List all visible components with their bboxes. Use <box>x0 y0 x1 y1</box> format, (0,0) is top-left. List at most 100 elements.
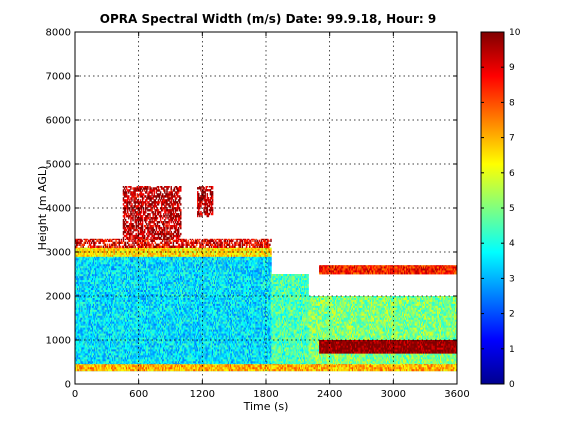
heatmap-cell <box>90 311 93 314</box>
heatmap-cell <box>81 358 83 362</box>
heatmap-cell <box>85 341 88 344</box>
heatmap-cell <box>75 311 77 314</box>
heatmap-cell <box>81 263 83 267</box>
heatmap-cell <box>98 301 100 304</box>
heatmap-cell <box>97 305 99 308</box>
heatmap-cell <box>100 313 102 316</box>
heatmap-cell <box>83 354 85 358</box>
heatmap-cell <box>96 259 98 263</box>
heatmap-cell <box>98 343 100 346</box>
heatmap-cell <box>103 303 106 306</box>
heatmap-cell <box>99 321 101 324</box>
heatmap-cell <box>90 295 93 298</box>
heatmap-cell <box>95 360 97 364</box>
heatmap-cell <box>86 297 89 300</box>
heatmap-cell <box>86 341 89 344</box>
heatmap-cell <box>91 354 94 358</box>
heatmap-cell <box>95 362 97 366</box>
heatmap-cell <box>104 303 107 306</box>
heatmap-cell <box>84 259 87 263</box>
heatmap-cell <box>86 323 89 326</box>
heatmap-cell <box>102 352 105 356</box>
heatmap-cell <box>103 337 106 340</box>
heatmap-cell <box>88 335 91 338</box>
heatmap-cell <box>86 259 89 263</box>
heatmap-cell <box>95 305 97 308</box>
heatmap-cell <box>82 343 84 346</box>
heatmap-cell <box>99 351 101 354</box>
heatmap-cell <box>97 327 99 330</box>
heatmap-cell <box>82 339 84 342</box>
heatmap-cell <box>79 331 81 334</box>
heatmap-cell <box>104 273 107 277</box>
heatmap-cell <box>82 269 84 273</box>
heatmap-cell <box>76 317 78 320</box>
heatmap-cell <box>89 335 92 338</box>
heatmap-cell <box>77 345 79 348</box>
heatmap-cell <box>87 293 90 296</box>
heatmap-cell <box>95 257 97 261</box>
heatmap-cell <box>95 317 97 320</box>
heatmap-cell <box>89 273 92 277</box>
heatmap-cell <box>79 354 81 358</box>
heatmap-cell <box>91 362 94 366</box>
heatmap-cell <box>77 257 79 261</box>
heatmap-cell <box>98 360 100 364</box>
heatmap-cell <box>86 339 89 342</box>
heatmap-cell <box>93 289 95 292</box>
heatmap-cell <box>101 311 103 314</box>
heatmap-cell <box>83 293 85 296</box>
heatmap-cell <box>75 347 77 350</box>
heatmap-cell <box>100 311 102 314</box>
heatmap-cell <box>98 293 100 296</box>
heatmap-cell <box>99 307 101 310</box>
heatmap-cell <box>101 323 103 326</box>
heatmap-cell <box>94 321 96 324</box>
heatmap-cell <box>85 343 88 346</box>
heatmap-cell <box>78 257 80 261</box>
heatmap-cell <box>81 285 83 289</box>
heatmap-cell <box>97 279 99 283</box>
heatmap-cell <box>86 352 89 356</box>
heatmap-cell <box>97 354 99 358</box>
heatmap-cell <box>91 289 94 292</box>
heatmap-cell <box>88 325 91 328</box>
heatmap-cell <box>91 313 94 316</box>
heatmap-cell <box>81 325 83 328</box>
heatmap-cell <box>101 345 103 348</box>
heatmap-cell <box>77 323 79 326</box>
heatmap-cell <box>91 309 94 312</box>
heatmap-cell <box>80 358 82 362</box>
heatmap-cell <box>87 347 90 350</box>
heatmap-cell <box>96 327 98 330</box>
heatmap-cell <box>75 313 77 316</box>
heatmap-cell <box>88 271 91 275</box>
heatmap-cell <box>75 285 77 289</box>
heatmap-cell <box>103 307 106 310</box>
heatmap-cell <box>104 263 107 267</box>
heatmap-cell <box>75 261 77 265</box>
heatmap-cell <box>100 347 102 350</box>
heatmap-cell <box>99 259 101 263</box>
heatmap-cell <box>99 273 101 277</box>
heatmap-cell <box>100 317 102 320</box>
heatmap-cell <box>78 256 80 259</box>
heatmap-cell <box>91 327 94 330</box>
heatmap-cell <box>104 315 107 318</box>
heatmap-cell <box>76 285 78 289</box>
heatmap-cell <box>95 279 97 283</box>
heatmap-cell <box>84 283 87 287</box>
heatmap-cell <box>78 337 80 340</box>
heatmap-cell <box>90 360 93 364</box>
heatmap-cell <box>84 305 87 308</box>
heatmap-cell <box>76 349 78 352</box>
heatmap-cell <box>104 329 107 332</box>
heatmap-cell <box>81 269 83 273</box>
heatmap-cell <box>96 335 98 338</box>
heatmap-cell <box>85 289 88 292</box>
heatmap-cell <box>93 269 95 273</box>
heatmap-cell <box>93 257 95 261</box>
heatmap-cell <box>103 301 106 304</box>
heatmap-cell <box>101 305 103 308</box>
heatmap-cell <box>102 275 105 279</box>
